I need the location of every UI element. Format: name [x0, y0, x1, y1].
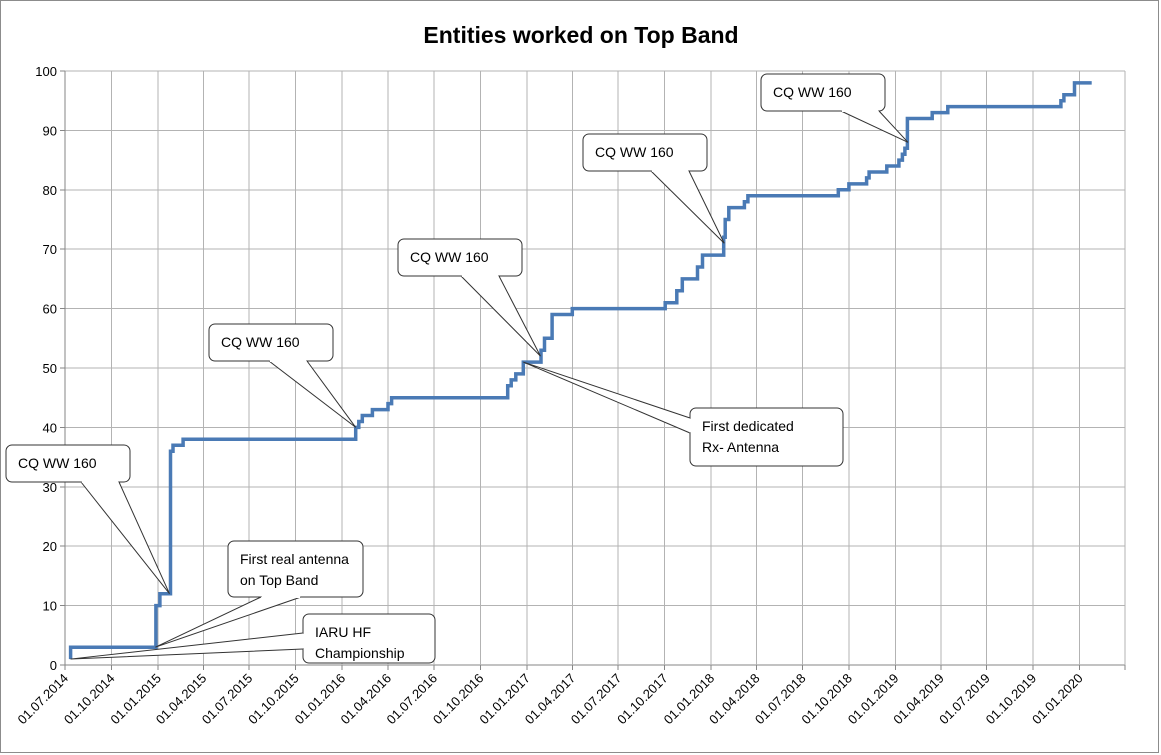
- callout-pointer: [840, 110, 909, 143]
- y-tick-label: 10: [43, 599, 57, 614]
- x-tick-label: 01.01.2020: [1029, 671, 1086, 728]
- callout: CQ WW 160: [208, 323, 357, 428]
- callout: First real antenna on Top Band: [155, 540, 364, 648]
- series: [68, 81, 1092, 660]
- callout-text: CQ WW 160: [18, 455, 97, 471]
- callout-text: CQ WW 160: [773, 84, 852, 100]
- y-tick-label: 70: [43, 242, 57, 257]
- callout-text: IARU HF: [315, 624, 371, 640]
- y-tick-label: 20: [43, 539, 57, 554]
- callout-box: [760, 73, 886, 112]
- callout-text: CQ WW 160: [595, 144, 674, 160]
- callout-pointer: [650, 170, 725, 244]
- y-axis-ticks: 0 10 20 30 40 50 60 70 80 90 100: [35, 64, 65, 673]
- y-tick-label: 30: [43, 480, 57, 495]
- callout-box: [397, 238, 523, 277]
- callout-pointer: [523, 361, 691, 434]
- callout-pointer: [460, 275, 541, 357]
- chart-title: Entities worked on Top Band: [423, 22, 738, 48]
- callout-text: Championship: [315, 645, 405, 661]
- callouts: CQ WW 160 First real antenna on Top Band IA…: [5, 73, 909, 664]
- callout: First dedicated Rx- Antenna: [523, 361, 844, 467]
- x-axis-ticks: 01.07.201401.10.201401.01.201501.04.2015…: [14, 665, 1126, 728]
- callout-box: [689, 407, 844, 467]
- callout-pointer: [80, 481, 170, 595]
- y-tick-label: 40: [43, 420, 57, 435]
- callout-text: First real antenna: [240, 551, 349, 567]
- callout-pointer: [155, 596, 302, 648]
- y-tick-label: 80: [43, 183, 57, 198]
- y-tick-label: 60: [43, 302, 57, 317]
- callout: CQ WW 160: [397, 238, 541, 357]
- callout-box: [5, 444, 131, 483]
- series-line: [68, 81, 1092, 660]
- y-tick-label: 0: [50, 658, 57, 673]
- callout-text: on Top Band: [240, 572, 318, 588]
- y-tick-label: 50: [43, 361, 57, 376]
- callout-text: First dedicated: [702, 418, 794, 434]
- callout-text: Rx- Antenna: [702, 439, 779, 455]
- callout: CQ WW 160: [582, 133, 725, 244]
- callout: CQ WW 160: [760, 73, 909, 143]
- y-tick-label: 100: [35, 64, 57, 79]
- callout: CQ WW 160: [5, 444, 170, 595]
- y-tick-label: 90: [43, 123, 57, 138]
- callout-text: CQ WW 160: [221, 334, 300, 350]
- callout: IARU HF Championship: [70, 613, 436, 664]
- callout-box: [227, 540, 364, 598]
- callout-pointer: [70, 632, 304, 660]
- callout-pointer: [268, 360, 357, 428]
- callout-box: [582, 133, 708, 172]
- grid: [64, 70, 1126, 666]
- callout-text: CQ WW 160: [410, 249, 489, 265]
